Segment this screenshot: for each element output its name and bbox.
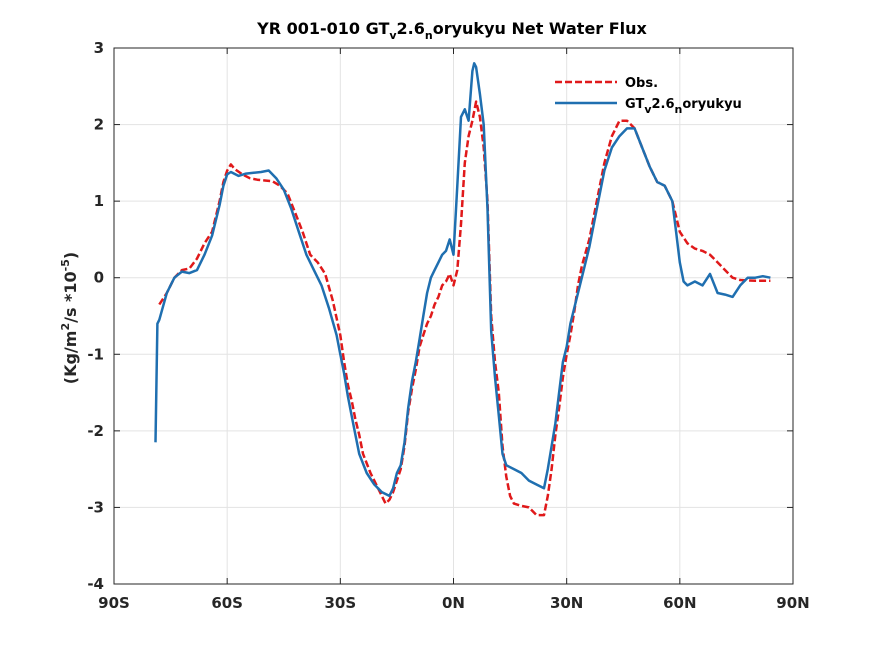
legend: Obs. GTv2.6noryukyu — [555, 76, 742, 116]
y-axis-label: (Kg/m2/s *10-5) — [59, 252, 80, 384]
x-tick-label: 30S — [324, 594, 356, 612]
x-tick-label: 60S — [211, 594, 243, 612]
series-line-obs — [158, 100, 771, 517]
x-tick-label: 0N — [442, 594, 465, 612]
x-tick-label: 90N — [776, 594, 809, 612]
y-tick-label: 3 — [94, 39, 104, 57]
axis-ticks: 90S 60S 30S 0N 30N 60N 90N -4 -3 -2 -1 0 1 2 3 — [87, 39, 809, 612]
y-tick-label: -3 — [87, 498, 104, 516]
x-tick-label: 60N — [663, 594, 696, 612]
x-tick-label: 30N — [550, 594, 583, 612]
y-tick-label: 2 — [94, 116, 104, 134]
y-tick-label: -1 — [87, 345, 104, 363]
y-tick-label: 0 — [94, 269, 104, 287]
x-tick-label: 90S — [98, 594, 130, 612]
legend-label-obs: Obs. — [625, 76, 658, 91]
legend-label-model: GTv2.6noryukyu — [625, 97, 742, 116]
series-line-model — [154, 62, 771, 498]
y-tick-label: -4 — [87, 575, 104, 593]
y-tick-label: -2 — [87, 422, 104, 440]
chart-title: YR 001-010 GTv2.6noryukyu Net Water Flux — [256, 19, 647, 42]
series-lines — [154, 62, 771, 517]
y-tick-label: 1 — [94, 192, 104, 210]
